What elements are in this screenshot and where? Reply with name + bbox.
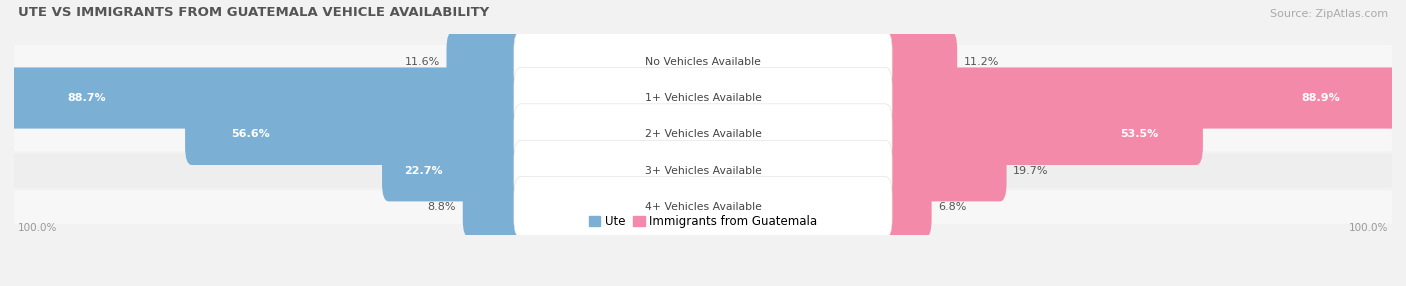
FancyBboxPatch shape <box>879 140 1007 201</box>
Text: UTE VS IMMIGRANTS FROM GUATEMALA VEHICLE AVAILABILITY: UTE VS IMMIGRANTS FROM GUATEMALA VEHICLE… <box>18 6 489 19</box>
Text: 11.6%: 11.6% <box>405 57 440 67</box>
FancyBboxPatch shape <box>879 31 957 92</box>
Text: 56.6%: 56.6% <box>232 130 270 139</box>
FancyBboxPatch shape <box>382 140 527 201</box>
Text: 1+ Vehicles Available: 1+ Vehicles Available <box>644 93 762 103</box>
FancyBboxPatch shape <box>14 118 1392 151</box>
Text: 3+ Vehicles Available: 3+ Vehicles Available <box>644 166 762 176</box>
Text: 11.2%: 11.2% <box>965 57 1000 67</box>
Text: 100.0%: 100.0% <box>18 223 58 233</box>
FancyBboxPatch shape <box>879 104 1204 165</box>
FancyBboxPatch shape <box>879 177 932 238</box>
Text: 4+ Vehicles Available: 4+ Vehicles Available <box>644 202 762 212</box>
Text: 2+ Vehicles Available: 2+ Vehicles Available <box>644 130 762 139</box>
FancyBboxPatch shape <box>463 177 527 238</box>
FancyBboxPatch shape <box>513 140 893 201</box>
FancyBboxPatch shape <box>14 81 1392 115</box>
FancyBboxPatch shape <box>14 190 1392 224</box>
FancyBboxPatch shape <box>186 104 527 165</box>
FancyBboxPatch shape <box>447 31 527 92</box>
FancyBboxPatch shape <box>14 154 1392 188</box>
Text: 8.8%: 8.8% <box>427 202 456 212</box>
Text: 53.5%: 53.5% <box>1121 130 1159 139</box>
Text: Source: ZipAtlas.com: Source: ZipAtlas.com <box>1270 9 1388 19</box>
FancyBboxPatch shape <box>513 177 893 238</box>
Text: 88.9%: 88.9% <box>1301 93 1340 103</box>
FancyBboxPatch shape <box>513 31 893 92</box>
FancyBboxPatch shape <box>14 45 1392 78</box>
Legend: Ute, Immigrants from Guatemala: Ute, Immigrants from Guatemala <box>586 213 820 231</box>
Text: 19.7%: 19.7% <box>1014 166 1049 176</box>
Text: 6.8%: 6.8% <box>938 202 967 212</box>
Text: No Vehicles Available: No Vehicles Available <box>645 57 761 67</box>
FancyBboxPatch shape <box>0 67 527 129</box>
FancyBboxPatch shape <box>879 67 1406 129</box>
Text: 100.0%: 100.0% <box>1348 223 1388 233</box>
FancyBboxPatch shape <box>513 104 893 165</box>
Text: 88.7%: 88.7% <box>67 93 105 103</box>
FancyBboxPatch shape <box>513 67 893 129</box>
Text: 22.7%: 22.7% <box>405 166 443 176</box>
